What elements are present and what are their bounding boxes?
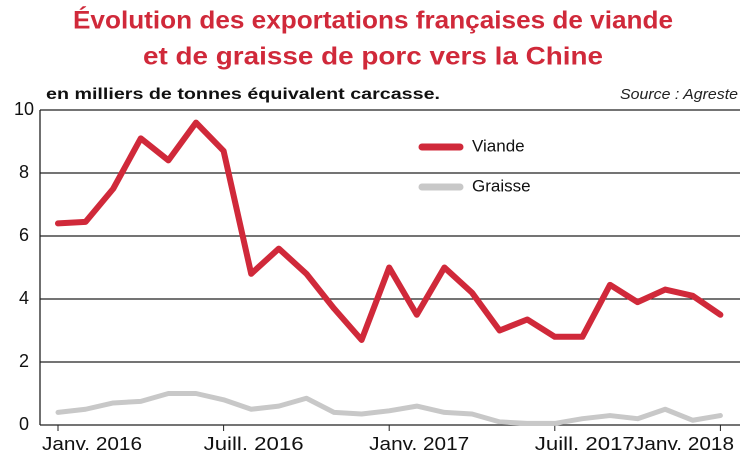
y-tick-label: 6 [19, 225, 29, 245]
source: Source : Agreste [620, 86, 738, 103]
series-line [55, 391, 723, 426]
y-tick-label: 4 [19, 288, 29, 308]
chart-title: Évolution des exportations françaises de… [73, 6, 673, 35]
x-tick-label: Juill. 2016 [204, 434, 304, 454]
legend-label: Graisse [472, 176, 531, 195]
x-tick-label: Juill. 2017 [535, 434, 635, 454]
x-tick-label: Janv. 2018 [634, 434, 734, 454]
x-tick-label: Janv. 2016 [42, 434, 142, 454]
legend-label: Viande [472, 136, 525, 155]
y-tick-label: 8 [19, 162, 29, 182]
x-tick-label: Janv. 2017 [369, 434, 469, 454]
subtitle: en milliers de tonnes équivalent carcass… [46, 86, 440, 103]
y-tick-label: 10 [14, 99, 34, 119]
y-tick-label: 0 [19, 414, 29, 434]
y-tick-label: 2 [19, 351, 29, 371]
series-line [55, 119, 724, 343]
chart-title: et de graisse de porc vers la Chine [143, 43, 603, 71]
